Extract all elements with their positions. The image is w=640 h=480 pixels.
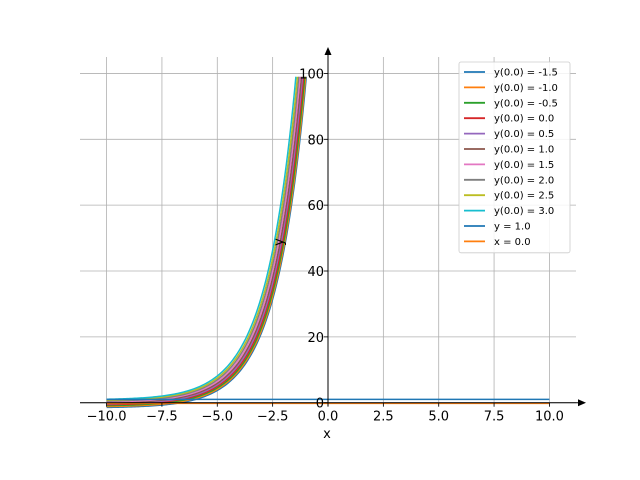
- series-line: [106, 76, 300, 402]
- x-tick-label: 10.0: [535, 410, 564, 425]
- y-tick-label: 60: [307, 199, 324, 214]
- legend-label: y(0.0) = 3.0: [494, 206, 554, 217]
- legend-label: y(0.0) = 2.0: [494, 175, 554, 186]
- x-tick-label: −2.5: [257, 410, 289, 425]
- y-axis-label: y: [272, 238, 287, 246]
- legend-box: [458, 61, 571, 254]
- series-layer: [106, 76, 550, 409]
- legend-label: y(0.0) = -0.5: [494, 98, 558, 109]
- x-tick-label: 5.0: [428, 410, 449, 425]
- y-tick-label: 100: [299, 67, 324, 82]
- y-tick-label: 20: [307, 331, 324, 346]
- legend-label: y(0.0) = 0.0: [494, 114, 554, 125]
- y-tick-label: 0: [316, 397, 324, 412]
- x-tick-label: −7.5: [146, 410, 178, 425]
- ticks: −10.0 −7.5 −5.0 −2.5 0.0 2.5 5.0 7.5 10.0 0 20 40 60…: [87, 67, 564, 424]
- series-line: [106, 76, 308, 409]
- y-axis-arrow: [324, 47, 332, 55]
- x-tick-label: 7.5: [484, 410, 505, 425]
- legend-label: x = 0.0: [494, 237, 531, 248]
- legend-label: y(0.0) = 0.5: [494, 129, 554, 140]
- legend-label: y(0.0) = -1.5: [494, 68, 558, 79]
- x-tick-label: −5.0: [201, 410, 233, 425]
- y-tick-label: 80: [307, 133, 324, 148]
- legend: y(0.0) = -1.5 y(0.0) = -1.0 y(0.0) = -0.5 y…: [458, 61, 571, 254]
- series-line: [106, 76, 306, 407]
- x-axis-arrow: [578, 399, 586, 407]
- series-line: [106, 76, 297, 400]
- series-line: [106, 76, 303, 404]
- x-tick-label: 0.0: [318, 410, 339, 425]
- legend-label: y = 1.0: [494, 222, 531, 233]
- legend-label: y(0.0) = 2.5: [494, 191, 554, 202]
- legend-label: y(0.0) = 1.0: [494, 145, 554, 156]
- x-tick-label: −10.0: [87, 410, 127, 425]
- legend-label: y(0.0) = -1.0: [494, 83, 558, 94]
- series-line: [106, 76, 301, 403]
- axes: [80, 47, 586, 407]
- y-tick-label: 40: [307, 265, 324, 280]
- x-axis-label: x: [323, 427, 331, 442]
- series-line: [106, 76, 299, 401]
- x-tick-label: 2.5: [373, 410, 394, 425]
- series-line: [106, 76, 307, 408]
- legend-label: y(0.0) = 1.5: [494, 160, 554, 171]
